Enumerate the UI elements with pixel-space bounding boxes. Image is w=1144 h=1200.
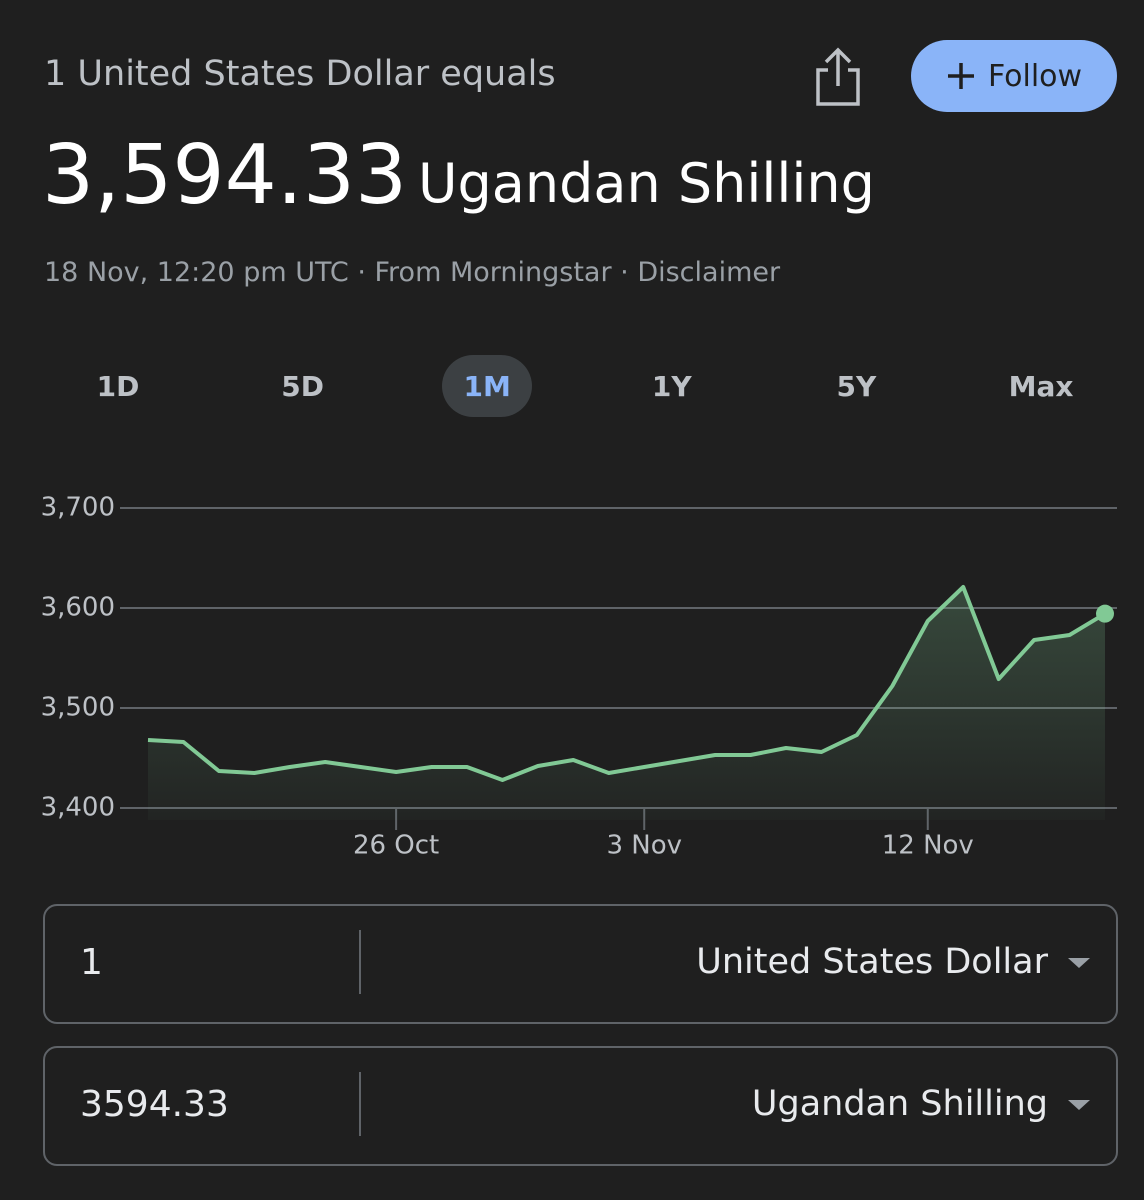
y-tick-label: 3,500 <box>41 693 115 723</box>
range-tab[interactable]: 5D <box>281 369 324 403</box>
plus-icon <box>947 63 974 89</box>
range-tab[interactable]: 1D <box>96 369 140 403</box>
share-icon[interactable] <box>812 46 864 108</box>
x-tick-label: 12 Nov <box>882 831 974 861</box>
divider <box>359 1072 361 1136</box>
range-tab[interactable]: 1Y <box>651 369 692 403</box>
from-currency[interactable]: United States Dollar <box>696 942 1048 982</box>
y-tick-label: 3,600 <box>41 593 115 623</box>
end-dot <box>1096 604 1114 623</box>
area <box>148 587 1105 820</box>
y-tick-label: 3,700 <box>41 493 115 523</box>
follow-label: Follow <box>987 58 1083 94</box>
x-tick-label: 3 Nov <box>606 831 682 861</box>
subtitle: 1 United States Dollar equals <box>44 54 556 94</box>
line <box>147 585 1107 782</box>
meta: 18 Nov, 12:20 pm UTC · From Morningstar … <box>44 257 781 288</box>
currency: Ugandan Shilling <box>418 152 875 215</box>
to-amount[interactable]: 3594.33 <box>80 1084 229 1125</box>
follow-button[interactable]: Follow <box>911 40 1117 112</box>
divider <box>359 930 361 994</box>
dropdown-caret[interactable] <box>1068 958 1090 968</box>
to-currency[interactable]: Ugandan Shilling <box>751 1084 1048 1124</box>
chart: 3,400 3,500 3,600 3,700 26 Oct 3 Nov 12 Nov <box>41 493 1117 861</box>
y-tick-label: 3,400 <box>41 793 115 823</box>
to-field[interactable]: 3594.33 Ugandan Shilling <box>43 1046 1118 1166</box>
from-field[interactable]: 1 United States Dollar <box>43 904 1118 1024</box>
range-tab[interactable]: Max <box>1008 369 1074 403</box>
x-tick-label: 26 Oct <box>353 831 439 861</box>
from-amount[interactable]: 1 <box>80 942 103 983</box>
range-tab[interactable]: 1M <box>442 355 533 417</box>
dropdown-caret[interactable] <box>1068 1100 1090 1110</box>
range-tab[interactable]: 5Y <box>836 369 877 403</box>
rate: 3,594.33 <box>42 128 408 223</box>
